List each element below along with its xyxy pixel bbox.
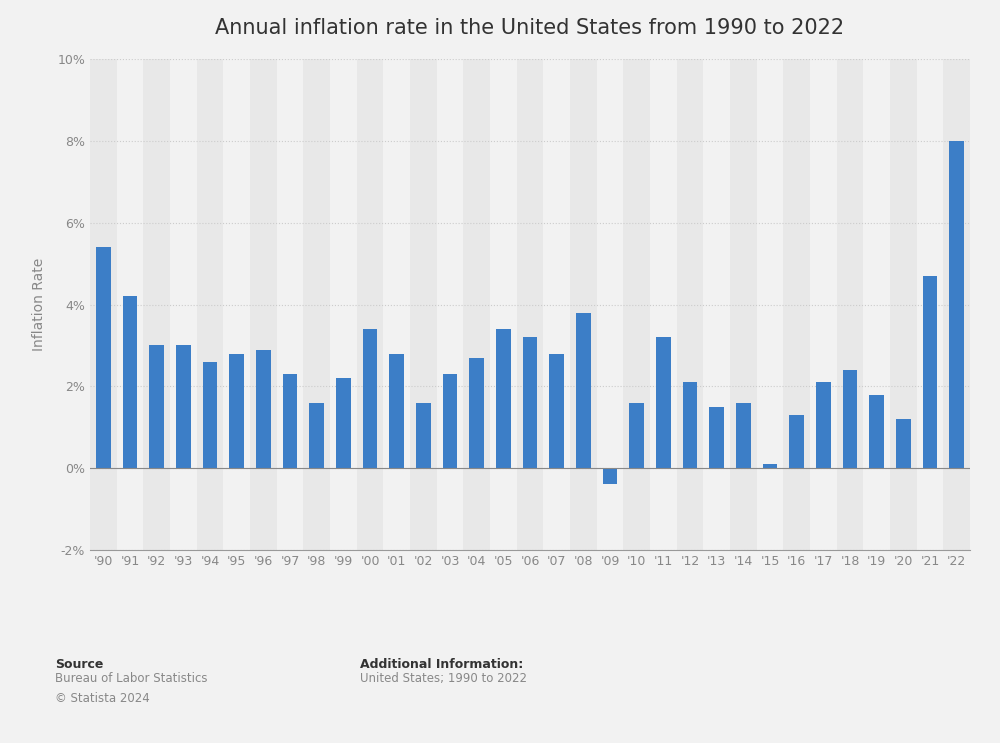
Bar [490,59,517,550]
Bar [757,59,783,550]
Bar [629,403,644,468]
Bar [603,468,617,484]
Title: Annual inflation rate in the United States from 1990 to 2022: Annual inflation rate in the United Stat… [215,19,845,39]
Bar [223,59,250,550]
Bar [549,354,564,468]
Bar [869,395,884,468]
Bar [469,357,484,468]
Bar [149,345,164,468]
Bar [90,59,117,550]
Text: Source: Source [55,658,103,670]
Bar [890,59,917,550]
Bar [677,59,703,550]
Bar [389,354,404,468]
Bar [843,370,857,468]
Bar [703,59,730,550]
Bar [229,354,244,468]
Bar [650,59,677,550]
Bar [443,374,457,468]
Bar [410,59,437,550]
Text: Bureau of Labor Statistics
© Statista 2024: Bureau of Labor Statistics © Statista 20… [55,672,208,705]
Bar [576,313,591,468]
Bar [523,337,537,468]
Bar [330,59,357,550]
Bar [357,59,383,550]
Bar [863,59,890,550]
Bar [623,59,650,550]
Bar [250,59,277,550]
Bar [597,59,623,550]
Bar [943,59,970,550]
Y-axis label: Inflation Rate: Inflation Rate [32,258,46,351]
Bar [283,374,297,468]
Bar [96,247,111,468]
Bar [303,59,330,550]
Bar [123,296,137,468]
Bar [363,329,377,468]
Bar [736,403,751,468]
Bar [143,59,170,550]
Bar [203,362,217,468]
Bar [789,415,804,468]
Text: United States; 1990 to 2022: United States; 1990 to 2022 [360,672,527,685]
Bar [383,59,410,550]
Bar [709,406,724,468]
Bar [496,329,511,468]
Bar [117,59,143,550]
Bar [923,276,937,468]
Bar [437,59,463,550]
Bar [570,59,597,550]
Bar [816,382,831,468]
Bar [256,350,271,468]
Bar [837,59,863,550]
Bar [336,378,351,468]
Bar [917,59,943,550]
Bar [416,403,431,468]
Bar [656,337,671,468]
Bar [197,59,223,550]
Bar [176,345,191,468]
Bar [463,59,490,550]
Bar [896,419,911,468]
Bar [309,403,324,468]
Bar [683,382,697,468]
Bar [277,59,303,550]
Text: Additional Information:: Additional Information: [360,658,523,670]
Bar [763,464,777,468]
Bar [730,59,757,550]
Bar [783,59,810,550]
Bar [810,59,837,550]
Bar [170,59,197,550]
Bar [949,141,964,468]
Bar [517,59,543,550]
Bar [543,59,570,550]
